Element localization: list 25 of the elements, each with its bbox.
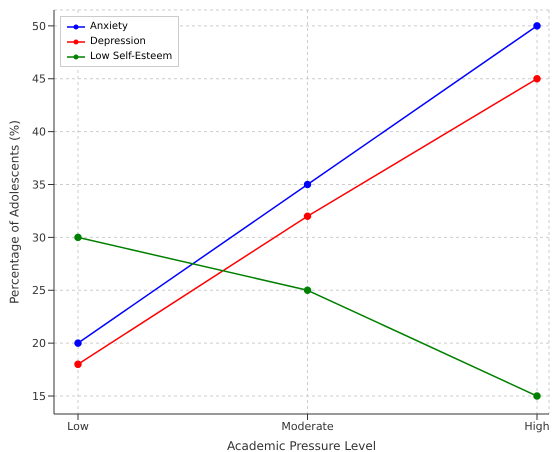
y-tick-label: 40 bbox=[32, 126, 46, 139]
point bbox=[74, 339, 82, 347]
y-tick-label: 50 bbox=[32, 20, 46, 33]
y-tick-label: 25 bbox=[32, 284, 46, 298]
legend-label: Low Self-Esteem bbox=[90, 50, 172, 64]
point bbox=[533, 74, 541, 82]
y-tick-label: 30 bbox=[32, 231, 46, 244]
point bbox=[74, 234, 82, 242]
point bbox=[533, 392, 541, 400]
legend-label: Anxiety bbox=[90, 20, 128, 34]
y-tick-label: 35 bbox=[32, 178, 46, 192]
point bbox=[304, 286, 312, 294]
y-tick-label: 45 bbox=[32, 72, 46, 86]
point bbox=[533, 22, 541, 30]
y-tick-label: 20 bbox=[32, 337, 46, 350]
point bbox=[304, 180, 312, 188]
x-tick-label: Moderate bbox=[281, 420, 334, 433]
y-tick-label: 15 bbox=[32, 390, 46, 403]
legend-label: Depression bbox=[90, 35, 146, 49]
point bbox=[304, 212, 312, 220]
x-tick-label: High bbox=[524, 420, 550, 433]
y-axis-title: Percentage of Adolescents (%) bbox=[7, 120, 22, 304]
x-tick-label: Low bbox=[67, 420, 89, 433]
point bbox=[74, 360, 82, 368]
x-axis-title: Academic Pressure Level bbox=[226, 439, 376, 452]
